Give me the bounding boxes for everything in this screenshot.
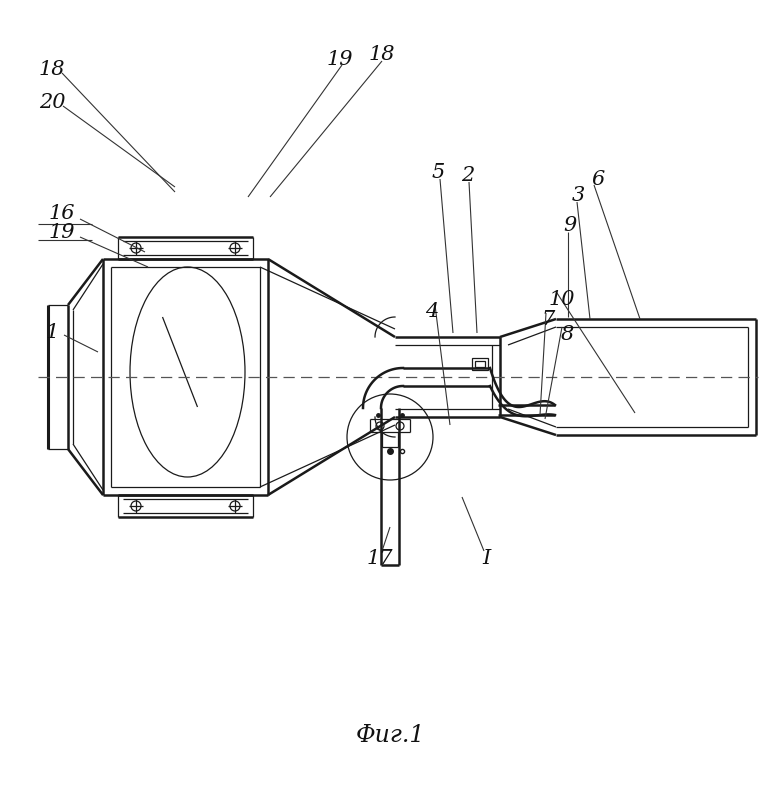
Text: 2: 2 <box>462 165 474 184</box>
Text: 7: 7 <box>541 309 555 328</box>
Text: 18: 18 <box>369 45 395 64</box>
Text: 19: 19 <box>49 223 75 242</box>
Text: 9: 9 <box>563 216 576 235</box>
Bar <box>472 358 488 370</box>
Text: 19: 19 <box>327 50 353 68</box>
Text: 20: 20 <box>39 93 66 112</box>
Text: 10: 10 <box>549 290 575 309</box>
Text: Фиг.1: Фиг.1 <box>356 723 424 747</box>
Text: 18: 18 <box>39 60 66 79</box>
Text: 17: 17 <box>367 549 393 568</box>
Text: 16: 16 <box>49 204 75 223</box>
Text: 3: 3 <box>572 186 585 205</box>
Text: 1: 1 <box>45 323 58 342</box>
Text: I: I <box>482 549 490 568</box>
Text: 8: 8 <box>560 324 573 343</box>
Text: 5: 5 <box>431 162 445 182</box>
Text: 4: 4 <box>425 301 438 320</box>
Text: 6: 6 <box>591 169 604 189</box>
Bar <box>475 361 485 367</box>
